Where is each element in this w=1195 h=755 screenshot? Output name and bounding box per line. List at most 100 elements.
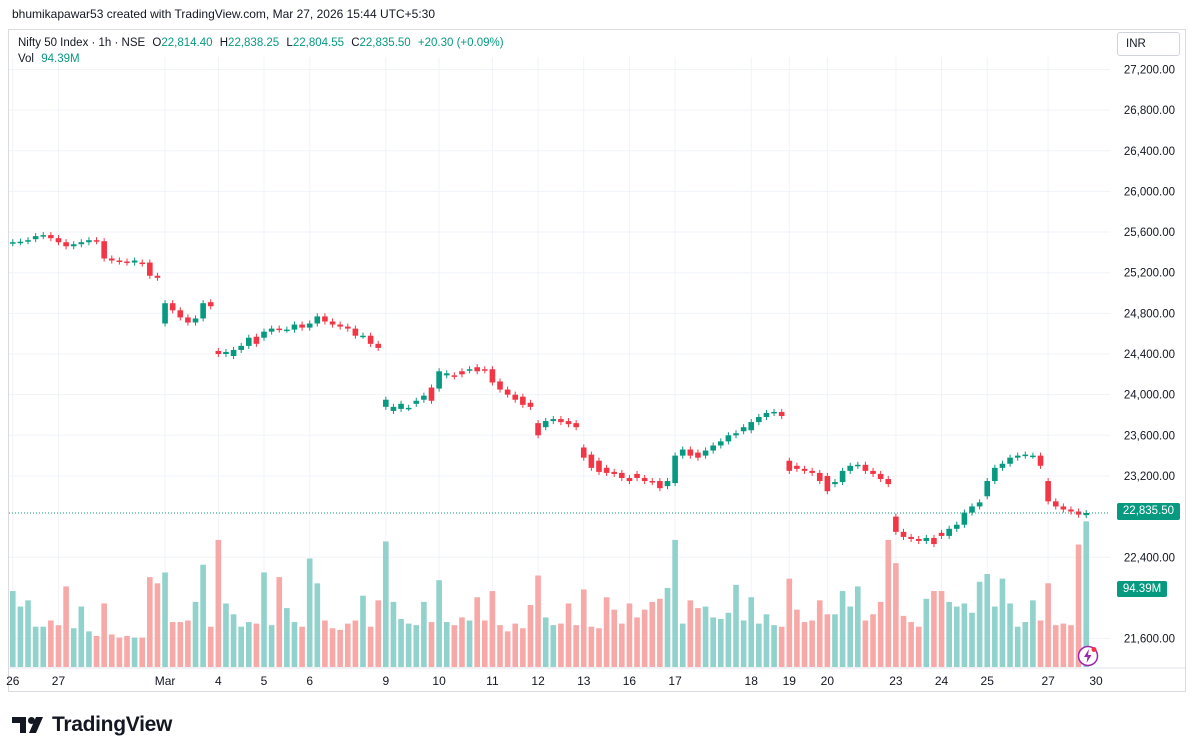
x-tick-label: 19 [783, 674, 797, 688]
candle-body [162, 303, 168, 324]
candle-body [976, 502, 983, 507]
y-tick-label: 25,200.00 [1124, 268, 1175, 280]
volume-bar [619, 623, 625, 667]
chart-frame[interactable] [8, 29, 1186, 692]
volume-bar [976, 581, 983, 667]
candle-body [398, 403, 404, 409]
tradingview-logo-text: TradingView [52, 713, 173, 736]
volume-label[interactable]: Vol [18, 53, 34, 65]
candle-body [786, 460, 793, 471]
volume-bar [641, 609, 648, 667]
candle-body [25, 240, 31, 242]
volume-bar [1030, 600, 1036, 667]
volume-bar [847, 606, 854, 667]
x-tick-label: 18 [745, 674, 759, 688]
high-value: 22,838.25 [228, 37, 280, 49]
candle-body [832, 482, 838, 485]
candle-body [855, 464, 861, 467]
candle-body [329, 321, 336, 325]
candle-body [177, 310, 184, 318]
volume-bar [40, 626, 47, 667]
candle-body [649, 481, 656, 483]
candle-body [253, 336, 260, 344]
y-tick-label: 26,800.00 [1124, 105, 1175, 117]
candle-body [695, 452, 701, 458]
volume-bar [1014, 626, 1021, 667]
volume-bar [786, 578, 793, 667]
candle-body [1060, 506, 1067, 510]
close-label: C [351, 37, 360, 49]
x-tick-label: 23 [889, 674, 903, 688]
volume-bar [771, 625, 777, 667]
candle-body [763, 412, 770, 418]
volume-bar [63, 586, 69, 667]
candle-body [131, 260, 138, 263]
x-tick-label: 10 [432, 674, 446, 688]
candle-body [383, 399, 389, 407]
volume-bar [527, 605, 534, 667]
candle-body [657, 481, 663, 489]
volume-bar [969, 612, 975, 667]
volume-bar [101, 603, 107, 667]
volume-bar [390, 601, 397, 667]
volume-bar [672, 539, 678, 667]
candle-body [877, 473, 884, 480]
volume-bar [329, 628, 336, 667]
candle-body [908, 536, 914, 539]
volume-bar [702, 606, 709, 667]
open-label: O [152, 37, 162, 49]
x-tick-label: 16 [623, 674, 637, 688]
candle-body [451, 375, 458, 377]
candle-body [938, 532, 945, 536]
ohlc-row: Nifty 50 Index · 1h · NSE O22,814.40 H22… [18, 35, 504, 51]
volume-bar [421, 601, 427, 667]
x-tick-label: 30 [1089, 674, 1103, 688]
volume-bar [725, 612, 732, 667]
currency-selector[interactable]: INR [1117, 32, 1180, 56]
volume-bar [10, 591, 16, 667]
volume-bar [717, 618, 724, 667]
volume-bar [801, 622, 808, 667]
lightning-icon[interactable] [1077, 645, 1099, 667]
x-tick-label: 25 [981, 674, 995, 688]
volume-bar [116, 637, 123, 667]
candle-body [969, 506, 975, 513]
volume-bar [885, 539, 892, 667]
candle-body [1037, 455, 1044, 466]
candle-body [794, 465, 800, 469]
candle-body [390, 406, 397, 411]
candle-body [17, 241, 24, 244]
candle-body [70, 244, 77, 247]
candle-body [245, 337, 252, 346]
volume-bar [816, 600, 823, 667]
candle-body [603, 467, 610, 473]
volume-bar [855, 586, 861, 667]
volume-bar [695, 608, 701, 667]
volume-bar [1037, 620, 1044, 667]
candle-body [124, 261, 130, 264]
volume-bar [870, 614, 876, 667]
candle-body [459, 371, 465, 375]
candle-body [48, 235, 54, 239]
candle-body [710, 445, 716, 451]
candle-body [421, 395, 427, 400]
volume-bar [131, 637, 138, 667]
x-tick-label: 20 [821, 674, 835, 688]
candle-body [771, 411, 777, 414]
volume-bar [291, 622, 298, 667]
open-value: 22,814.40 [161, 37, 213, 49]
volume-bar [459, 617, 465, 667]
volume-bar [223, 603, 229, 667]
y-tick-label: 26,000.00 [1124, 186, 1175, 198]
candle-body [10, 242, 16, 244]
candle-body [78, 242, 85, 245]
x-tick-label: 5 [261, 674, 268, 688]
volume-bar [992, 606, 998, 667]
volume-bar [367, 626, 374, 667]
candle-body [596, 460, 602, 472]
tradingview-logo[interactable]: TradingView [12, 712, 172, 738]
candle-body [634, 473, 640, 478]
candle-body [466, 369, 473, 371]
symbol-title[interactable]: Nifty 50 Index · 1h · NSE [18, 37, 146, 49]
